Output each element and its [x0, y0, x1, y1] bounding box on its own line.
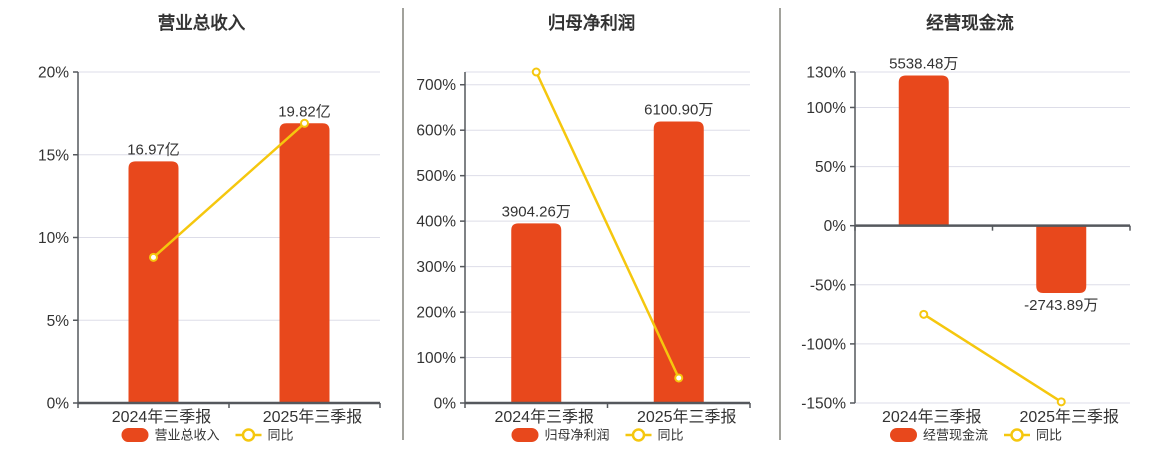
- legend-line-series[interactable]: 同比: [235, 428, 294, 443]
- y-axis-label: 300%: [416, 259, 456, 276]
- legend-bar-label: 归母净利润: [545, 428, 610, 443]
- grid-lines: [855, 71, 1130, 404]
- legend-line-label: 同比: [268, 428, 294, 443]
- legend-line-marker-icon: [1010, 428, 1024, 442]
- legend-bar-swatch: [890, 428, 917, 442]
- legend-line-marker-icon: [631, 428, 646, 442]
- line-series: [531, 67, 684, 383]
- trend-line[interactable]: [535, 70, 680, 380]
- chart-legend: 经营现金流 同比: [890, 428, 1062, 443]
- bar-value-label: 6100.90万: [644, 102, 713, 119]
- y-axis-label: 10%: [38, 230, 69, 247]
- bar-column[interactable]: [653, 121, 704, 403]
- chart-legend: 归母净利润 同比: [511, 428, 684, 443]
- bar-column[interactable]: [511, 223, 562, 403]
- x-axis-category-label: 2024年三季报: [494, 408, 594, 426]
- chart-legend: 营业总收入 同比: [121, 428, 294, 443]
- bar-value-label: 19.82亿: [278, 103, 331, 120]
- bar-value-label: -2743.89万: [1024, 297, 1098, 314]
- legend-bar-label: 营业总收入: [155, 428, 220, 443]
- chart-panel-revenue: 营业总收入 0% 5% 10% 15% 20% 16.97亿 19.82亿 2024年三季报 20…: [0, 0, 403, 450]
- bar-value-label: 5538.48万: [889, 56, 958, 73]
- line-series: [919, 309, 1066, 407]
- bar-column[interactable]: [898, 75, 949, 226]
- bar-value-label: 16.97亿: [127, 141, 180, 158]
- line-marker[interactable]: [919, 309, 929, 319]
- legend-line-series[interactable]: 同比: [625, 428, 684, 443]
- y-axis-label: 600%: [416, 123, 456, 140]
- trend-line[interactable]: [152, 122, 306, 259]
- bar-value-label: 3904.26万: [502, 203, 571, 220]
- x-axis-category-label: 2025年三季报: [263, 408, 363, 426]
- y-axis-label: 5%: [47, 313, 70, 330]
- legend-bar-label: 经营现金流: [923, 428, 988, 443]
- legend-bar-swatch: [121, 428, 149, 442]
- chart-panel-net-profit: 归母净利润 0% 100% 200% 300% 400% 500% 600% 700% 3904.…: [403, 0, 780, 450]
- legend-bar-series[interactable]: 经营现金流: [890, 428, 988, 443]
- trend-line[interactable]: [922, 313, 1063, 404]
- y-axis-label: -50%: [810, 277, 846, 294]
- x-axis-category-label: 2025年三季报: [1019, 408, 1119, 426]
- y-axis-label: 0%: [824, 218, 847, 235]
- line-marker[interactable]: [1056, 397, 1066, 407]
- y-axis-label: 0%: [47, 396, 70, 413]
- y-axis-label: -150%: [801, 396, 846, 413]
- legend-bar-series[interactable]: 营业总收入: [121, 428, 220, 443]
- legend-line-label: 同比: [1036, 428, 1062, 443]
- y-axis-label: 100%: [416, 350, 456, 367]
- panel-divider: [779, 8, 781, 440]
- x-axis: [854, 224, 1131, 231]
- revenue-chart: 营业总收入 0% 5% 10% 15% 20% 16.97亿 19.82亿 2024年三季报 20…: [38, 13, 381, 443]
- cash-flow-chart: 经营现金流 -150% -100% -50% 0% 50% 100% 130% 5538.48万…: [801, 13, 1131, 443]
- line-marker[interactable]: [674, 373, 684, 383]
- y-axis-label: 15%: [38, 147, 69, 164]
- legend-bar-swatch: [511, 428, 539, 442]
- line-series: [149, 118, 309, 262]
- y-axis-label: 700%: [416, 77, 456, 94]
- x-axis-category-label: 2024年三季报: [112, 408, 212, 426]
- y-axis-label: 100%: [806, 100, 846, 117]
- line-marker[interactable]: [300, 118, 309, 128]
- bar-column[interactable]: [1036, 225, 1087, 294]
- chart-title: 营业总收入: [158, 13, 246, 33]
- y-axis-label: 200%: [416, 305, 456, 322]
- bar-series: [898, 75, 1087, 294]
- x-axis-category-label: 2025年三季报: [637, 408, 737, 426]
- legend-line-series[interactable]: 同比: [1004, 428, 1062, 443]
- y-axis-label: 400%: [416, 214, 456, 231]
- y-axis-label: -100%: [801, 336, 846, 353]
- legend-bar-series[interactable]: 归母净利润: [511, 428, 610, 443]
- x-axis: [77, 401, 381, 408]
- legend-line-label: 同比: [658, 428, 684, 443]
- chart-title: 归母净利润: [548, 13, 636, 33]
- grid-lines: [78, 71, 380, 321]
- bar-series: [128, 123, 330, 404]
- y-axis-label: 50%: [815, 159, 846, 176]
- chart-panel-cash-flow: 经营现金流 -150% -100% -50% 0% 50% 100% 130% 5538.48万…: [780, 0, 1160, 450]
- y-axis-label: 500%: [416, 168, 456, 185]
- x-axis: [464, 401, 751, 408]
- chart-title: 经营现金流: [926, 13, 1014, 33]
- y-axis-label: 130%: [806, 65, 846, 82]
- y-axis-label: 0%: [434, 396, 457, 413]
- bar-column[interactable]: [128, 161, 179, 403]
- panel-divider: [402, 8, 404, 440]
- bar-column[interactable]: [279, 123, 330, 404]
- line-marker[interactable]: [149, 252, 158, 262]
- net-profit-chart: 归母净利润 0% 100% 200% 300% 400% 500% 600% 700% 3904.…: [416, 13, 751, 443]
- bar-series: [511, 121, 704, 403]
- y-axis-label: 20%: [38, 65, 69, 82]
- line-marker[interactable]: [531, 67, 541, 77]
- legend-line-marker-icon: [241, 428, 256, 442]
- x-axis-category-label: 2024年三季报: [882, 408, 982, 426]
